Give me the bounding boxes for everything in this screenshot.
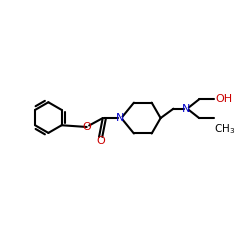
Text: OH: OH: [216, 94, 233, 104]
Text: CH$_3$: CH$_3$: [214, 122, 235, 136]
Text: N: N: [182, 104, 190, 114]
Text: N: N: [116, 113, 125, 123]
Text: O: O: [96, 136, 105, 145]
Text: O: O: [82, 122, 91, 132]
